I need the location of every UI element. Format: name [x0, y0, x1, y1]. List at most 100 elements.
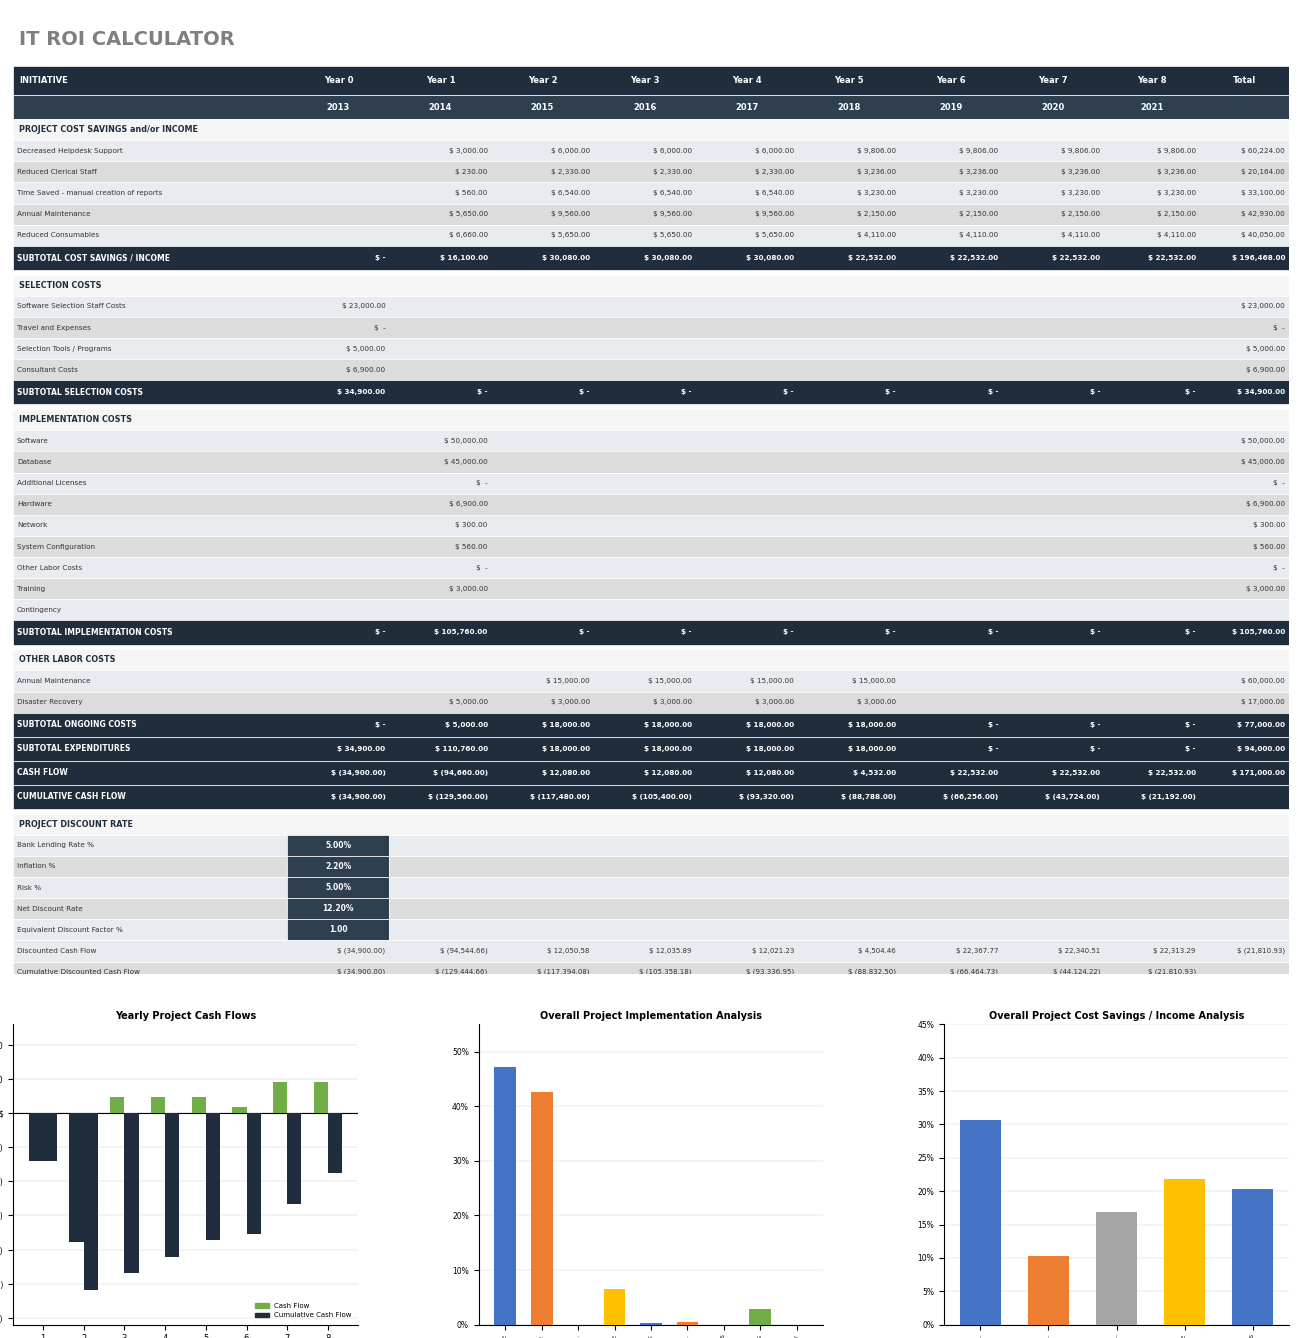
Bar — [13, 761, 1289, 785]
Text: Discount Rate: Discount Rate — [17, 1121, 68, 1128]
Text: $ 196,468.00: $ 196,468.00 — [1232, 254, 1285, 261]
Text: $ 60,000.00: $ 60,000.00 — [1241, 678, 1285, 684]
Bar — [389, 1009, 1289, 1030]
Text: $ 18,000.00: $ 18,000.00 — [848, 721, 896, 728]
Text: $ 5,000.00: $ 5,000.00 — [346, 345, 385, 352]
Bar — [288, 898, 389, 919]
Bar — [288, 1072, 389, 1093]
Text: $ 6,660.00: $ 6,660.00 — [449, 233, 488, 238]
Text: $ (34,900.00): $ (34,900.00) — [331, 769, 385, 776]
Bar — [83, 1113, 98, 1290]
Text: Database: Database — [17, 459, 51, 466]
Title: Yearly Project Cash Flows: Yearly Project Cash Flows — [115, 1012, 256, 1021]
Bar — [389, 835, 1289, 856]
Bar — [288, 1093, 310, 1115]
Text: $ (88,788.00): $ (88,788.00) — [841, 793, 896, 800]
Text: $ (21,810.93): $ (21,810.93) — [1147, 969, 1195, 975]
Text: $ -: $ - — [375, 254, 385, 261]
Text: $ (44,124.22): $ (44,124.22) — [1052, 969, 1100, 975]
Text: $ 22,532.00: $ 22,532.00 — [1052, 769, 1100, 776]
Text: $ (34,900.00): $ (34,900.00) — [337, 969, 385, 975]
Text: 2013: 2013 — [327, 103, 350, 111]
Text: $ (43,724.00): $ (43,724.00) — [1046, 793, 1100, 800]
Text: $ 4,110.00: $ 4,110.00 — [1061, 233, 1100, 238]
Bar — [1029, 1256, 1069, 1325]
Text: Internal Rate of Return (IRR): Internal Rate of Return (IRR) — [17, 1143, 118, 1149]
Text: $ 30,080.00: $ 30,080.00 — [746, 254, 794, 261]
Bar — [389, 919, 1289, 941]
Bar — [389, 898, 1289, 919]
Text: Training: Training — [17, 586, 46, 591]
Text: 2014: 2014 — [428, 103, 452, 111]
Text: Decreased Helpdesk Support: Decreased Helpdesk Support — [17, 147, 122, 154]
Text: $ 30,080.00: $ 30,080.00 — [643, 254, 691, 261]
Text: $ -: $ - — [375, 721, 385, 728]
Text: $ 5,000.00: $ 5,000.00 — [1246, 345, 1285, 352]
Text: $ 9,806.00: $ 9,806.00 — [1156, 147, 1195, 154]
Text: $ (129,560.00): $ (129,560.00) — [427, 793, 488, 800]
Bar — [13, 713, 1289, 737]
Bar — [641, 1323, 661, 1325]
Text: RESULTS SUMMARY: RESULTS SUMMARY — [20, 994, 107, 1002]
Text: $ (117,394.08): $ (117,394.08) — [538, 969, 590, 975]
Text: $ (105,358.18): $ (105,358.18) — [639, 969, 691, 975]
Text: $ 5,650.00: $ 5,650.00 — [652, 233, 691, 238]
Text: $ 171,000.00: $ 171,000.00 — [1232, 769, 1285, 776]
Text: SUBTOTAL COST SAVINGS / INCOME: SUBTOTAL COST SAVINGS / INCOME — [17, 253, 169, 262]
Text: $ 4,532.00: $ 4,532.00 — [853, 769, 896, 776]
Bar — [13, 182, 1289, 203]
Bar — [13, 737, 1289, 761]
Text: $ -: $ - — [579, 629, 590, 636]
Bar — [232, 1107, 246, 1113]
Text: $ -: $ - — [681, 629, 691, 636]
Text: 12.20%: 12.20% — [323, 1120, 354, 1129]
Bar — [13, 359, 1289, 380]
Bar — [288, 835, 389, 856]
Bar — [13, 876, 288, 898]
Text: Year 1: Year 1 — [426, 76, 456, 86]
Bar — [13, 898, 288, 919]
Bar — [13, 835, 288, 856]
Bar — [13, 162, 1289, 182]
Bar — [288, 1050, 310, 1072]
Bar — [13, 962, 1289, 982]
Bar — [13, 246, 1289, 270]
Text: $ -: $ - — [579, 389, 590, 395]
Bar — [531, 1092, 552, 1325]
Text: (21,810.93): (21,810.93) — [339, 1101, 385, 1107]
Text: Cumulative Discounted Cash Flow: Cumulative Discounted Cash Flow — [17, 969, 139, 975]
Bar — [13, 66, 1289, 95]
Text: Net Present Value (NPV): Net Present Value (NPV) — [17, 1100, 104, 1107]
Text: $ 3,000.00: $ 3,000.00 — [755, 700, 794, 705]
Text: $ 3,236.00: $ 3,236.00 — [1156, 169, 1195, 175]
Bar — [389, 876, 1289, 898]
Text: $  -: $ - — [477, 565, 488, 570]
Bar — [151, 1097, 165, 1113]
Text: $ 15,000.00: $ 15,000.00 — [853, 678, 896, 684]
Text: 2019: 2019 — [939, 103, 962, 111]
Text: Total: Total — [1233, 76, 1256, 86]
Bar — [13, 1072, 288, 1093]
Text: Equivalent Discount Factor %: Equivalent Discount Factor % — [17, 927, 122, 933]
Text: $: $ — [290, 1058, 294, 1065]
Text: $ 3,236.00: $ 3,236.00 — [1061, 169, 1100, 175]
Text: Reduced Consumables: Reduced Consumables — [17, 233, 99, 238]
Text: Reduced Clerical Staff: Reduced Clerical Staff — [17, 169, 96, 175]
Text: $ 40,050.00: $ 40,050.00 — [1241, 233, 1285, 238]
Text: $ 4,110.00: $ 4,110.00 — [1156, 233, 1195, 238]
Bar — [288, 1136, 389, 1156]
Bar — [495, 1066, 516, 1325]
Bar — [389, 1050, 1289, 1072]
Text: $: $ — [290, 1101, 294, 1107]
Text: $ 3,230.00: $ 3,230.00 — [1061, 190, 1100, 195]
Text: 1.00: 1.00 — [329, 926, 348, 934]
Text: $ -: $ - — [987, 745, 999, 752]
Text: $ 3,000.00: $ 3,000.00 — [857, 700, 896, 705]
Text: $ 9,560.00: $ 9,560.00 — [551, 211, 590, 217]
Text: $ 9,806.00: $ 9,806.00 — [960, 147, 999, 154]
Bar — [191, 1097, 206, 1113]
Text: Year 0: Year 0 — [324, 76, 353, 86]
Text: $ 5,650.00: $ 5,650.00 — [551, 233, 590, 238]
Text: $ -: $ - — [885, 629, 896, 636]
Text: $ (21,192.00): $ (21,192.00) — [1141, 793, 1195, 800]
